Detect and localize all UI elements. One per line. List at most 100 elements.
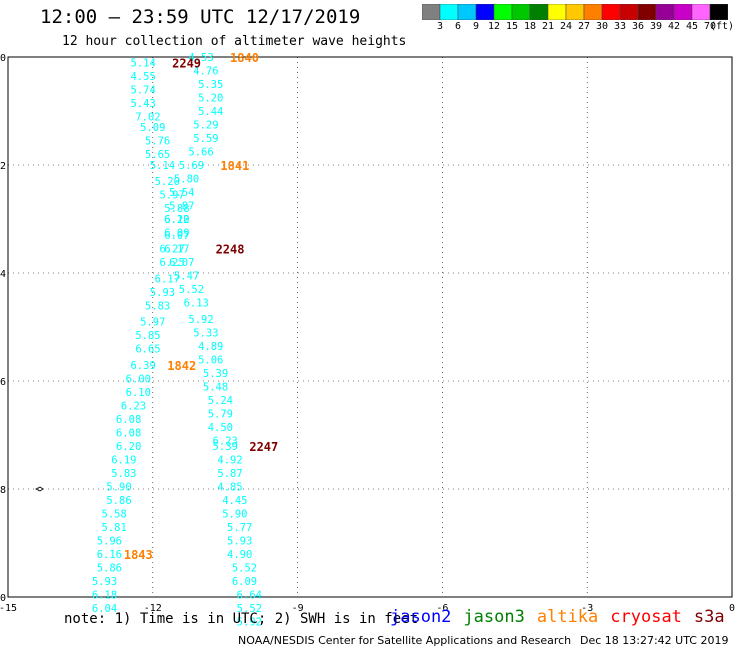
wave-height-label: 5.35 bbox=[198, 79, 223, 91]
wave-height-label: 4.53 bbox=[188, 52, 213, 64]
wave-height-label: 6.64 bbox=[237, 589, 262, 601]
legend-label: 3 bbox=[436, 21, 444, 32]
wave-height-label: 5.20 bbox=[198, 93, 223, 105]
legend-label: 70 bbox=[703, 21, 717, 32]
units-note: note: 1) Time is in UTC; 2) SWH is in fe… bbox=[64, 611, 419, 627]
wave-height-label: 4.76 bbox=[193, 66, 218, 78]
wave-height-label: 5.29 bbox=[193, 120, 218, 132]
wave-height-label: 6.09 bbox=[232, 576, 257, 588]
satellite-name: jason3 bbox=[463, 607, 525, 627]
wave-height-label: 5.87 bbox=[169, 201, 194, 213]
wave-height-label: 4.45 bbox=[222, 495, 247, 507]
wave-height-label: 6.08 bbox=[116, 414, 141, 426]
wave-height-label: 5.33 bbox=[193, 327, 218, 339]
legend-label: 21 bbox=[541, 21, 555, 32]
wave-height-label: 5.65 bbox=[145, 149, 170, 161]
wave-height-label: 5.52 bbox=[237, 603, 262, 615]
pass-time-label: 2248 bbox=[216, 243, 245, 257]
wave-height-label: 6.10 bbox=[126, 387, 151, 399]
wave-height-label: 5.52 bbox=[232, 562, 257, 574]
wave-height-label: 6.16 bbox=[97, 549, 122, 561]
legend-label: 42 bbox=[667, 21, 681, 32]
wave-height-label: 5.93 bbox=[227, 535, 252, 547]
wave-height-label: 6.08 bbox=[116, 427, 141, 439]
wave-height-label: 5.76 bbox=[145, 136, 170, 148]
wave-height-label: 5.97 bbox=[140, 317, 165, 329]
wave-height-label: 5.09 bbox=[140, 122, 165, 134]
wave-height-label: 5.54 bbox=[169, 187, 194, 199]
wave-height-label: 6.07 bbox=[169, 257, 194, 269]
pass-time-label: 2247 bbox=[249, 440, 278, 454]
legend-label: 6 bbox=[454, 21, 462, 32]
wave-height-label: 6.09 bbox=[164, 228, 189, 240]
wave-height-label: 5.92 bbox=[237, 616, 262, 628]
wave-height-label: 4.89 bbox=[198, 341, 223, 353]
wave-height-label: 5.86 bbox=[97, 562, 122, 574]
credit-line: NOAA/NESDIS Center for Satellite Applica… bbox=[238, 634, 572, 647]
wave-height-label: 5.88 bbox=[164, 203, 189, 215]
legend-label: (ft) bbox=[709, 21, 735, 32]
wave-height-label: 5.77 bbox=[227, 522, 252, 534]
wave-height-label: 5.83 bbox=[111, 468, 136, 480]
wave-height-label: 6.23 bbox=[213, 435, 238, 447]
pass-time-label: 1843 bbox=[124, 548, 153, 562]
y-tick-label: -2 bbox=[0, 161, 6, 172]
wave-height-label: 6.17 bbox=[155, 273, 180, 285]
y-tick-label: -8 bbox=[0, 485, 6, 496]
pass-time-label: 2249 bbox=[172, 56, 201, 70]
wave-height-label: 6.17 bbox=[164, 244, 189, 256]
wave-height-label: 5.90 bbox=[106, 481, 131, 493]
wave-height-label: 5.97 bbox=[159, 190, 184, 202]
wave-height-label: 5.20 bbox=[155, 176, 180, 188]
legend-label: 24 bbox=[559, 21, 573, 32]
wave-height-label: 6.13 bbox=[184, 298, 209, 310]
wave-height-label: 6.00 bbox=[126, 373, 151, 385]
wave-height-label: 5.86 bbox=[106, 495, 131, 507]
wave-height-label: 5.92 bbox=[188, 314, 213, 326]
wave-height-label: 6.20 bbox=[164, 214, 189, 226]
wave-height-label: 7.02 bbox=[135, 111, 160, 123]
legend-label: 30 bbox=[595, 21, 609, 32]
satellite-name: s3a bbox=[693, 607, 725, 627]
wave-height-label: 6.23 bbox=[121, 400, 146, 412]
legend-label: 36 bbox=[631, 21, 645, 32]
wave-height-label: 5.90 bbox=[222, 508, 247, 520]
wave-height-label: 5.79 bbox=[208, 408, 233, 420]
wave-height-label: 4.55 bbox=[130, 71, 155, 83]
wave-height-label: 5.14 bbox=[150, 160, 175, 172]
legend-label: 27 bbox=[577, 21, 591, 32]
wave-height-label: 6.19 bbox=[111, 454, 136, 466]
wave-height-label: 6.20 bbox=[116, 441, 141, 453]
wave-height-label: 5.06 bbox=[198, 354, 223, 366]
pass-time-label: 1841 bbox=[220, 159, 249, 173]
y-tick-label: -4 bbox=[0, 269, 6, 280]
legend-label: 33 bbox=[613, 21, 627, 32]
wave-height-label: 6.39 bbox=[130, 360, 155, 372]
wave-height-label: 5.69 bbox=[179, 160, 204, 172]
wave-height-label: 5.59 bbox=[193, 133, 218, 145]
wave-height-label: 4.85 bbox=[217, 481, 242, 493]
legend-label: 18 bbox=[523, 21, 537, 32]
wave-height-label: 5.66 bbox=[188, 147, 213, 159]
wave-height-label: 5.96 bbox=[97, 535, 122, 547]
wave-height-label: 5.39 bbox=[213, 441, 238, 453]
wave-height-label: 4.90 bbox=[227, 549, 252, 561]
wave-height-label: 6.04 bbox=[92, 603, 117, 615]
coastline-fragment bbox=[35, 486, 44, 492]
pass-time-label: 1840 bbox=[230, 51, 259, 65]
legend-label: 15 bbox=[505, 21, 519, 32]
wave-height-label: 5.14 bbox=[130, 57, 155, 69]
color-scale-legend bbox=[422, 4, 728, 20]
x-tick-label: -12 bbox=[144, 603, 162, 614]
legend-label: 12 bbox=[487, 21, 501, 32]
x-tick-label: 0 bbox=[729, 603, 735, 614]
wave-height-label: 5.39 bbox=[203, 368, 228, 380]
wave-height-label: 5.58 bbox=[102, 508, 127, 520]
chart-title: 12:00 – 23:59 UTC 12/17/2019 bbox=[40, 6, 361, 28]
chart-subtitle: 12 hour collection of altimeter wave hei… bbox=[62, 34, 407, 49]
wave-height-label: 6.65 bbox=[135, 344, 160, 356]
wave-height-label: 6.12 bbox=[164, 214, 189, 226]
wave-height-label: 5.47 bbox=[174, 271, 199, 283]
x-tick-label: -9 bbox=[292, 603, 304, 614]
